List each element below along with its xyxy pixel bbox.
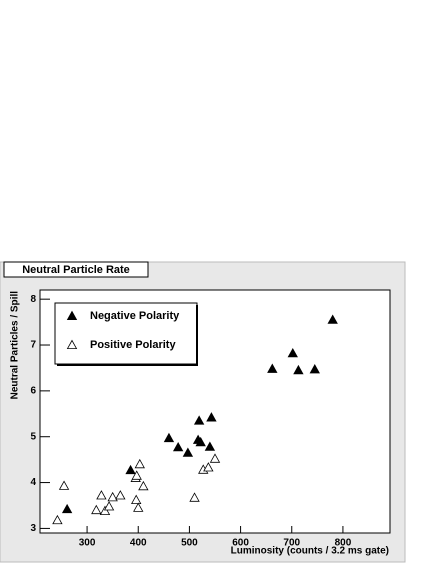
point (163, 432, 175, 443)
y-tick-label: 3 (30, 523, 36, 534)
y-tick-label: 4 (30, 477, 36, 488)
legend-label: Negative Polarity (90, 310, 180, 322)
point (293, 364, 304, 375)
point (287, 347, 298, 358)
legend-marker (66, 310, 78, 321)
point (133, 502, 144, 512)
x-tick-label: 600 (232, 538, 249, 549)
point (204, 441, 216, 451)
x-tick-label: 700 (283, 538, 300, 549)
x-tick-label: 800 (335, 538, 352, 549)
point (99, 505, 111, 515)
point (209, 453, 221, 463)
legend-marker (66, 339, 78, 350)
point (58, 480, 70, 490)
point (103, 501, 115, 511)
point (327, 314, 338, 324)
point (172, 441, 184, 452)
legend-label: Positive Polarity (90, 339, 176, 351)
point (206, 412, 217, 422)
y-tick-label: 5 (30, 431, 36, 442)
point (61, 503, 73, 514)
legend (54, 302, 198, 365)
y-axis-label: Neutral Particles / Spill (10, 291, 21, 400)
x-tick-label: 500 (181, 538, 198, 549)
point (309, 363, 320, 374)
point (195, 436, 206, 447)
x-axis-label: Luminosity (counts / 3.2 ms gate) (231, 546, 389, 557)
point (134, 458, 145, 469)
point (91, 504, 102, 515)
point (138, 480, 149, 491)
point (189, 492, 200, 502)
x-tick-label: 400 (130, 538, 147, 549)
point (115, 490, 126, 500)
point (131, 494, 142, 504)
point (107, 491, 118, 502)
point (125, 464, 136, 475)
point (193, 415, 205, 425)
x-tick-label: 300 (79, 538, 96, 549)
point (96, 490, 107, 500)
point (203, 462, 214, 472)
y-tick-label: 7 (30, 340, 36, 351)
y-tick-label: 6 (30, 386, 36, 397)
point (131, 470, 142, 480)
point (52, 514, 63, 525)
point (182, 447, 194, 457)
point (267, 363, 278, 373)
title-box (3, 261, 149, 278)
y-tick-label: 8 (30, 294, 36, 305)
chart-title: Neutral Particle Rate (22, 264, 130, 276)
